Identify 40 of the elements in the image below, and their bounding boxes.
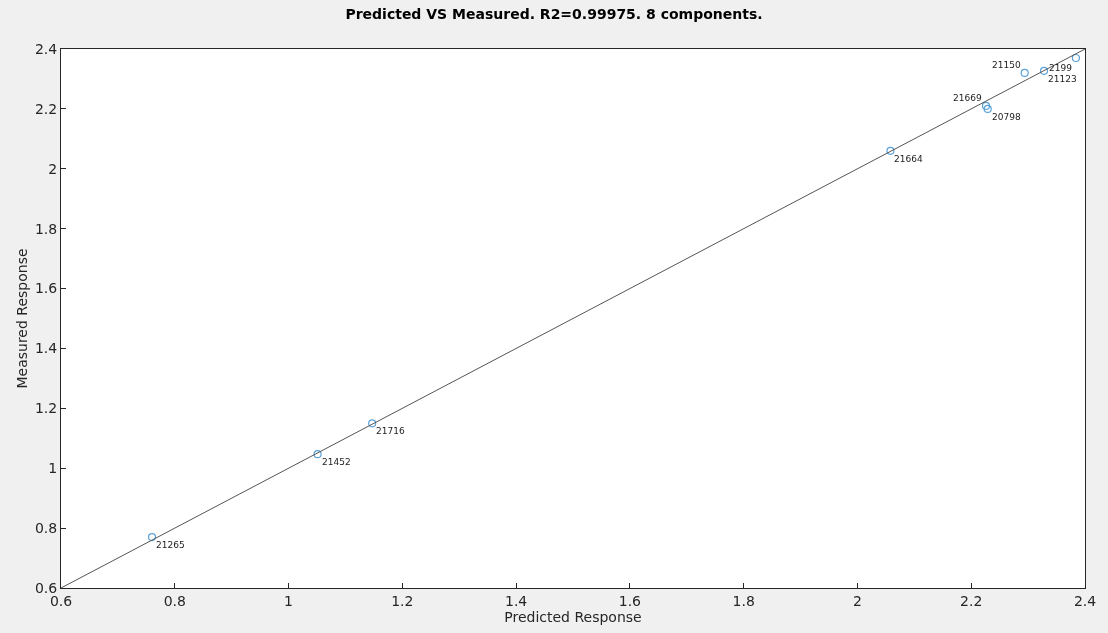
- annotation: 21123: [1048, 74, 1077, 84]
- annotation: 2199: [1049, 63, 1073, 73]
- y-axis-title: Measured Response: [13, 248, 30, 389]
- x-tick-label: 0.8: [163, 592, 186, 609]
- y-tick-label: 2.4: [34, 40, 58, 57]
- annotation: 21452: [322, 457, 351, 467]
- y-tick-label: 0.6: [34, 579, 58, 596]
- point: [1039, 66, 1049, 75]
- point: [981, 101, 991, 110]
- point: [1071, 53, 1080, 63]
- point: [313, 450, 322, 459]
- y-tick-label: 1.6: [34, 280, 58, 297]
- x-tick-label: 2.4: [1073, 592, 1097, 609]
- x-tick-label: 1: [284, 592, 294, 609]
- point: [886, 146, 895, 155]
- annotation: 21669: [953, 93, 982, 103]
- x-axis-title: Predicted Response: [504, 608, 642, 625]
- point: [983, 104, 992, 113]
- y-tick-label: 1.4: [34, 340, 58, 357]
- y-tick-label: 0.8: [34, 520, 58, 537]
- y-tick-label: 2: [48, 160, 58, 177]
- x-tick-label: 1.2: [391, 592, 414, 609]
- y-tick-label: 1.8: [34, 220, 58, 237]
- point: [147, 532, 157, 542]
- annotation: 21150: [992, 60, 1021, 70]
- y-tick-label: 1.2: [34, 400, 58, 417]
- x-tick-label: 1.4: [504, 592, 528, 609]
- x-tick-label: 2.2: [960, 592, 983, 609]
- x-tick-label: 1.6: [618, 592, 642, 609]
- x-tick-label: 1.8: [732, 592, 755, 609]
- x-tick-label: 2: [852, 592, 862, 609]
- annotation: 20798: [992, 112, 1021, 122]
- annotation: 21265: [156, 540, 185, 550]
- y-tick-label: 2.2: [34, 100, 58, 117]
- point: [368, 419, 377, 428]
- annotation: 21664: [894, 154, 923, 164]
- annotation: 21716: [376, 426, 405, 436]
- point: [1020, 68, 1029, 78]
- chart-title: Predicted VS Measured. R2=0.99975. 8 components.: [345, 6, 763, 23]
- y-tick-label: 1: [48, 460, 58, 477]
